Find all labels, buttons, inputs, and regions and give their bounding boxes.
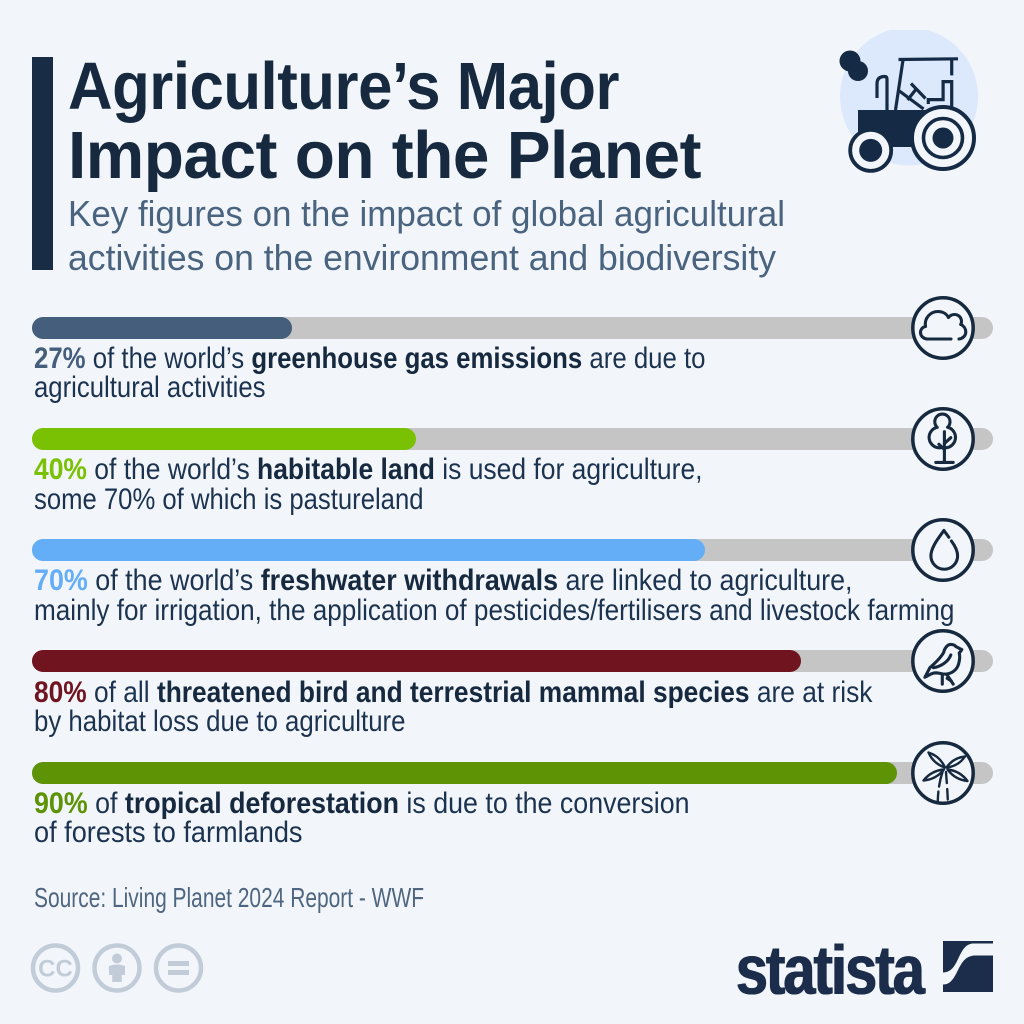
- svg-text:CC: CC: [38, 956, 73, 983]
